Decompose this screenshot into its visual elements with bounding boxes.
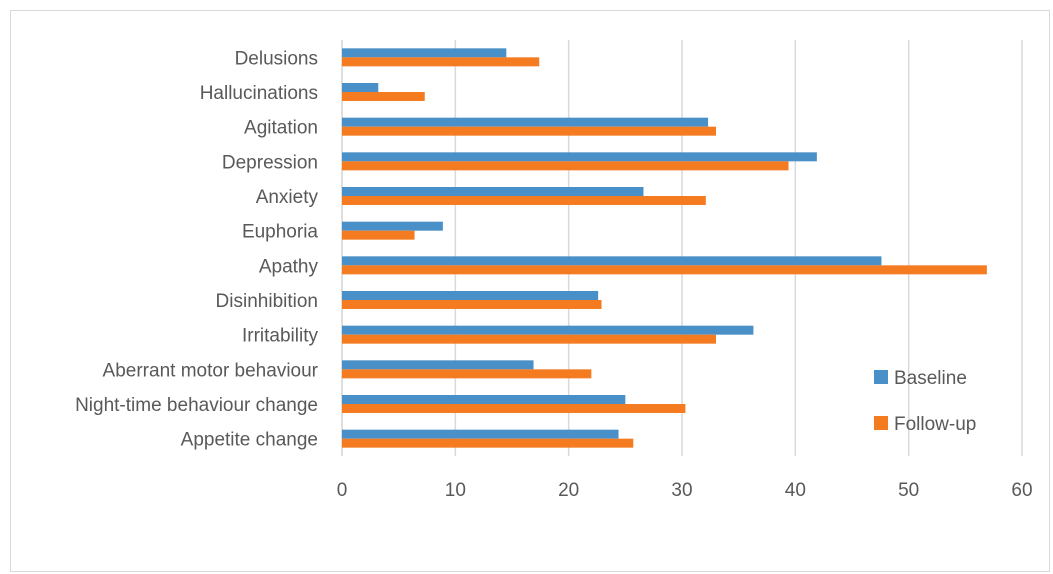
bars — [342, 48, 987, 448]
gridlines — [341, 40, 1023, 456]
category-label: Appetite change — [181, 430, 318, 451]
bar-baseline — [342, 395, 626, 404]
bar-follow-up — [342, 161, 789, 171]
category-label: Agitation — [244, 118, 318, 139]
bar-baseline — [342, 117, 709, 127]
x-tick-labels: 0 10 20 30 40 50 60 — [337, 480, 1033, 501]
legend-label-baseline: Baseline — [894, 368, 967, 389]
x-tick-label: 10 — [445, 480, 466, 501]
bar-baseline — [342, 325, 754, 335]
category-label: Irritability — [242, 326, 319, 347]
bar-follow-up — [342, 334, 716, 344]
x-tick-label: 40 — [785, 480, 806, 501]
bar-baseline — [342, 360, 534, 370]
legend-swatch-follow-up — [874, 416, 888, 430]
bar-baseline — [342, 187, 644, 196]
bar-follow-up — [342, 230, 415, 240]
legend-label-follow-up: Follow-up — [894, 414, 976, 435]
bar-baseline — [342, 83, 379, 92]
category-label: Disinhibition — [216, 291, 318, 312]
bar-baseline — [342, 152, 817, 162]
bar-baseline — [342, 48, 507, 58]
category-label: Hallucinations — [200, 83, 318, 104]
bar-follow-up — [342, 126, 716, 136]
category-label: Delusions — [235, 48, 318, 69]
category-label: Depression — [222, 152, 318, 173]
bar-follow-up — [342, 404, 686, 413]
bar-follow-up — [342, 265, 987, 275]
x-tick-label: 60 — [1011, 480, 1032, 501]
category-label: Aberrant motor behaviour — [103, 360, 319, 381]
bar-baseline — [342, 221, 443, 231]
bar-follow-up — [342, 438, 634, 448]
x-tick-label: 30 — [671, 480, 692, 501]
bar-baseline — [342, 429, 619, 439]
bar-follow-up — [342, 196, 706, 205]
bar-follow-up — [342, 92, 425, 101]
x-tick-label: 20 — [558, 480, 579, 501]
bar-baseline — [342, 291, 599, 300]
x-tick-label: 0 — [337, 480, 348, 501]
category-label: Anxiety — [256, 187, 319, 208]
bar-baseline — [342, 256, 882, 266]
x-tick-label: 50 — [898, 480, 919, 501]
category-label: Euphoria — [242, 222, 318, 243]
legend: Baseline Follow-up — [874, 368, 976, 435]
bar-follow-up — [342, 57, 540, 67]
category-label: Apathy — [259, 256, 319, 277]
legend-swatch-baseline — [874, 370, 888, 384]
category-labels: Delusions Hallucinations Agitation Depressi… — [75, 48, 319, 450]
bar-follow-up — [342, 300, 602, 309]
category-label: Night-time behaviour change — [75, 395, 318, 416]
bar-follow-up — [342, 369, 592, 379]
